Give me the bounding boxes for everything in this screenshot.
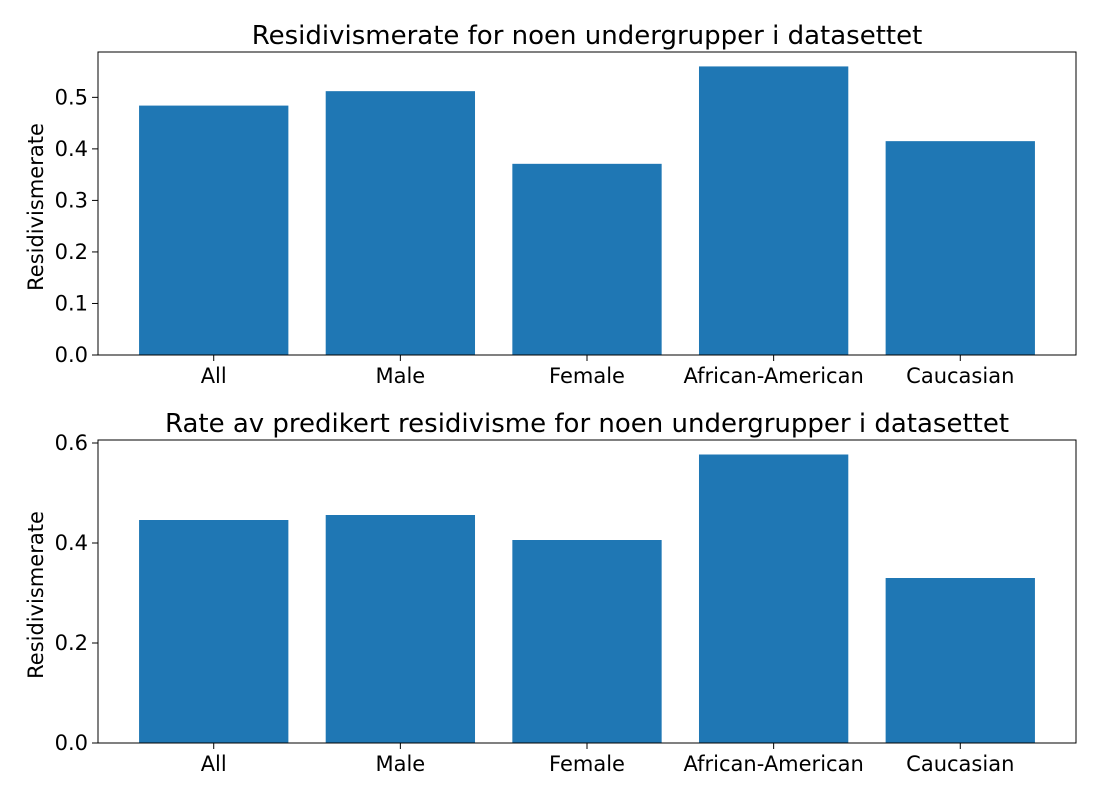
x-tick-label: African-American [684, 364, 864, 388]
bar-all [139, 520, 289, 743]
bar-female [512, 163, 662, 355]
bars [139, 66, 1035, 356]
chart-title: Residivismerate for noen undergrupper i … [252, 21, 923, 51]
bar-male [325, 515, 476, 743]
bar-african-american [698, 66, 849, 355]
y-tick-label: 0.0 [55, 731, 88, 755]
plot-frame [97, 51, 1077, 356]
y-axis-ticks: 0.0 0.2 0.4 0.6 [55, 431, 98, 755]
y-tick-label: 0.4 [55, 531, 88, 555]
y-tick-label: 0.0 [55, 343, 88, 367]
x-tick-label: Male [375, 752, 425, 776]
x-tick-label: Female [549, 364, 625, 388]
x-tick-label: African-American [684, 752, 864, 776]
bar-male [325, 91, 476, 355]
bar-female [512, 540, 662, 743]
y-tick-label: 0.2 [55, 631, 88, 655]
x-tick-label: All [201, 364, 227, 388]
x-tick-label: Female [549, 752, 625, 776]
plot-frame [97, 439, 1077, 744]
chart-recidivism-rate: Residivismerate for noen undergrupper i … [24, 21, 1077, 388]
y-tick-label: 0.5 [55, 85, 88, 109]
y-axis-label: Residivismerate [24, 123, 48, 291]
bar-african-american [698, 454, 849, 743]
y-axis-ticks: 0.0 0.1 0.2 0.3 0.4 0.5 [55, 85, 98, 367]
y-tick-label: 0.6 [55, 431, 88, 455]
y-tick-label: 0.2 [55, 240, 88, 264]
x-tick-label: Caucasian [906, 752, 1014, 776]
bar-caucasian [885, 141, 1035, 355]
x-axis-ticks: All Male Female African-American Caucasian [201, 355, 1014, 388]
x-tick-label: All [201, 752, 227, 776]
y-tick-label: 0.4 [55, 137, 88, 161]
x-tick-label: Caucasian [906, 364, 1014, 388]
bar-all [139, 105, 289, 356]
x-tick-label: Male [375, 364, 425, 388]
chart-title: Rate av predikert residivisme for noen u… [165, 409, 1009, 439]
bars [139, 454, 1035, 743]
y-axis-label: Residivismerate [24, 511, 48, 679]
bar-caucasian [885, 578, 1035, 743]
y-tick-label: 0.1 [55, 291, 88, 315]
y-tick-label: 0.3 [55, 188, 88, 212]
x-axis-ticks: All Male Female African-American Caucasian [201, 743, 1014, 776]
chart-predicted-recidivism-rate: Rate av predikert residivisme for noen u… [24, 409, 1077, 776]
